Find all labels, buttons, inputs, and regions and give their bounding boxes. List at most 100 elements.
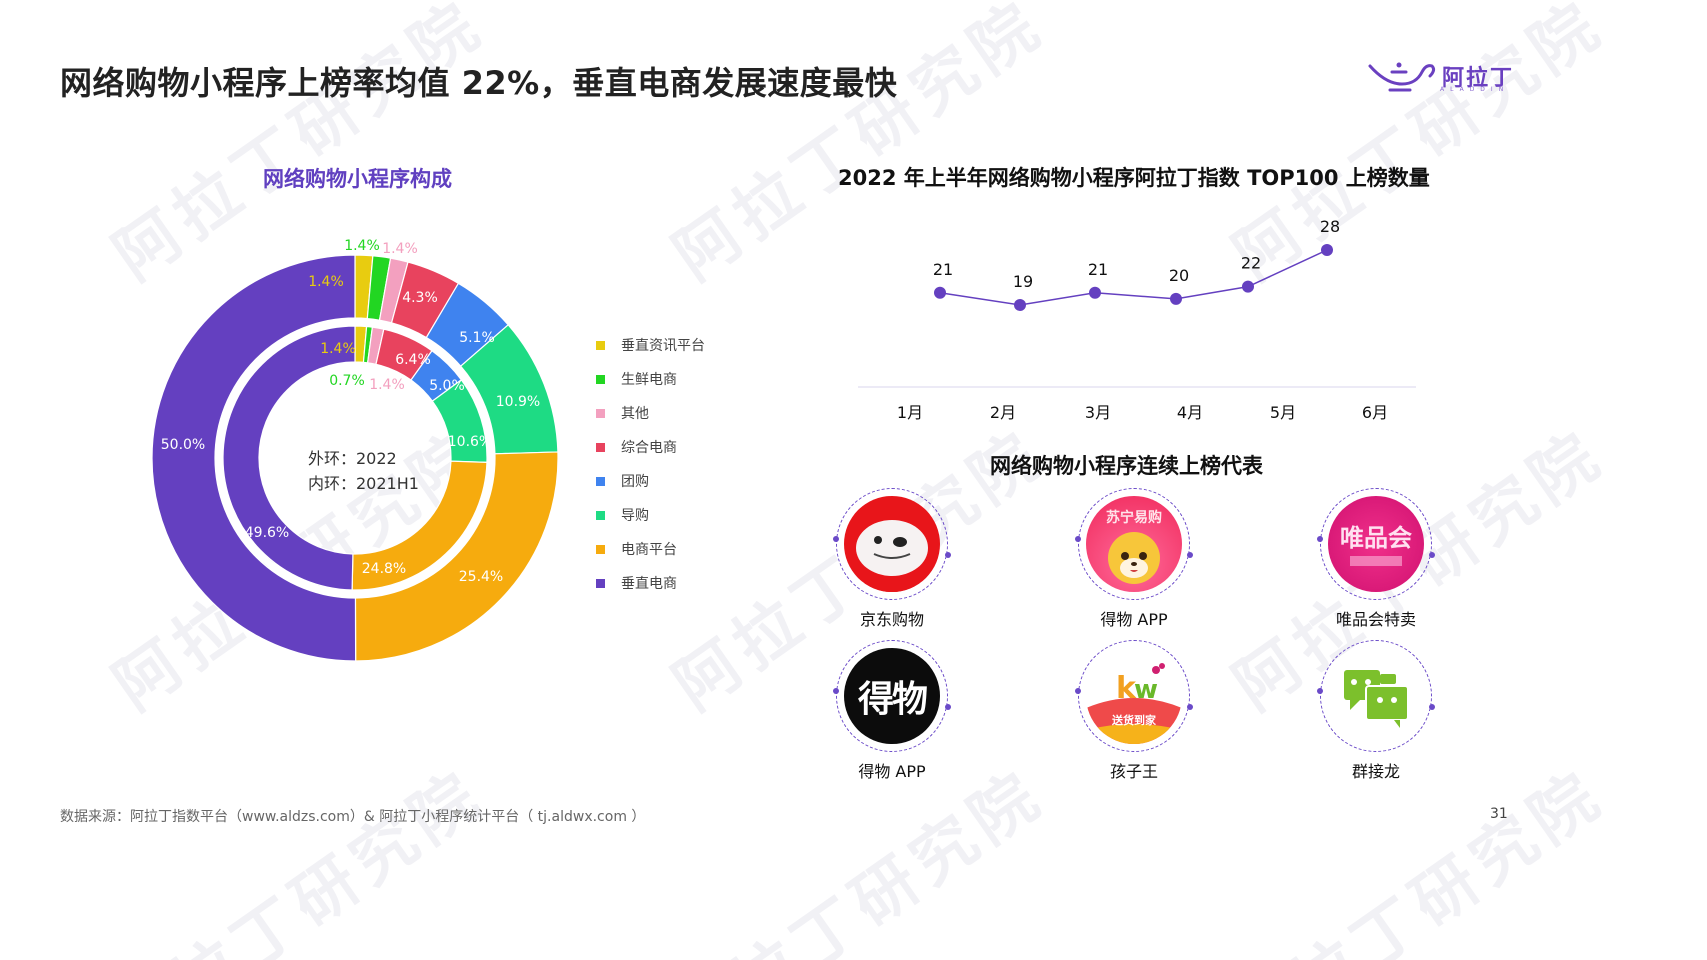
x-tick-label: 2月 <box>990 403 1016 422</box>
outer-ring-label: 外环：2022 <box>308 449 397 468</box>
ring-dot <box>1187 552 1193 558</box>
data-label: 22 <box>1241 254 1261 273</box>
rep-item-jd: 京东购物 <box>827 488 957 630</box>
x-tick-label: 4月 <box>1177 403 1203 422</box>
legend-item: 垂直电商 <box>596 566 705 600</box>
inner-ring-label: 内环：2021H1 <box>308 474 419 493</box>
dashed-ring <box>836 640 948 752</box>
legend-item: 垂直资讯平台 <box>596 328 705 362</box>
rep-label: 孩子王 <box>1109 762 1158 781</box>
legend-item: 团购 <box>596 464 705 498</box>
data-label: 21 <box>933 260 953 279</box>
ring-dot <box>1317 536 1323 542</box>
svg-text:苏宁易购: 苏宁易购 <box>1106 509 1162 526</box>
legend-swatch <box>596 374 605 384</box>
svg-text:k: k <box>1116 671 1137 706</box>
haiziwang-icon: k w 送货到家 <box>1086 648 1182 744</box>
legend-item: 综合电商 <box>596 430 705 464</box>
rep-item-haiziwang: k w 送货到家 孩子王 <box>1069 640 1199 782</box>
logo-text: 阿拉丁 <box>1442 66 1515 91</box>
jd-dog-icon <box>844 496 940 592</box>
page-number: 31 <box>1490 806 1508 822</box>
ring-dot <box>1187 704 1193 710</box>
donut-chart: 1.4%1.4% 1.4%4.3%5.1%10.9%25.4%50.0%1.4%0… <box>151 238 559 662</box>
legend-label: 综合电商 <box>621 440 677 456</box>
donut-slice <box>222 325 356 591</box>
line-chart-title: 2022 年上半年网络购物小程序阿拉丁指数 TOP100 上榜数量 <box>838 166 1430 190</box>
logo-subtext: ALADDIN <box>1440 86 1510 93</box>
legend-item: 生鲜电商 <box>596 362 705 396</box>
slice-label: 6.4% <box>395 352 431 368</box>
data-point <box>1170 292 1182 305</box>
slice-label: 1.4% <box>320 341 356 357</box>
legend-swatch <box>596 476 605 486</box>
data-point <box>1014 299 1026 311</box>
legend-label: 垂直电商 <box>621 576 677 592</box>
legend-label: 导购 <box>621 508 649 524</box>
page-title: 网络购物小程序上榜率均值 22%，垂直电商发展速度最快 <box>60 64 898 102</box>
svg-text:唯品会: 唯品会 <box>1340 524 1412 552</box>
slice-label: 4.3% <box>402 290 438 306</box>
x-tick-label: 1月 <box>897 403 923 422</box>
legend-swatch <box>596 408 605 418</box>
x-tick-label: 3月 <box>1085 403 1111 422</box>
data-label: 28 <box>1320 217 1340 236</box>
dashed-ring <box>1078 640 1190 752</box>
dashed-ring <box>1320 488 1432 600</box>
ring-dot <box>833 688 839 694</box>
rep-label: 得物 APP <box>1100 610 1168 629</box>
legend-label: 电商平台 <box>621 542 677 558</box>
ring-dot <box>945 704 951 710</box>
data-label: 21 <box>1088 260 1108 279</box>
rep-label: 唯品会特卖 <box>1335 610 1416 629</box>
legend-label: 团购 <box>621 474 649 490</box>
slice-label: 24.8% <box>362 561 406 577</box>
donut-slice <box>354 451 559 662</box>
data-point <box>1321 244 1333 256</box>
rep-item-suning: 苏宁易购 得物 APP <box>1069 488 1199 630</box>
slice-label: 1.4% <box>369 377 405 393</box>
ring-dot <box>1429 704 1435 710</box>
rep-item-dewu: 得物 得物 APP <box>827 640 957 782</box>
x-tick-label: 6月 <box>1362 403 1388 422</box>
ring-dot <box>945 552 951 558</box>
slice-label: 1.4% <box>344 238 380 254</box>
ring-dot <box>1075 688 1081 694</box>
slice-label: 10.6% <box>448 434 492 450</box>
legend-swatch <box>596 340 605 350</box>
slice-label: 49.6% <box>245 525 289 541</box>
chat-bubbles-icon <box>1328 648 1424 744</box>
chart-legend: 垂直资讯平台 生鲜电商 其他 综合电商 团购 导购 电商平台 垂直电商 <box>596 328 705 600</box>
suning-lion-icon: 苏宁易购 <box>1086 496 1182 592</box>
legend-item: 导购 <box>596 498 705 532</box>
data-source-footnote: 数据来源：阿拉丁指数平台（www.aldzs.com）& 阿拉丁小程序统计平台（… <box>60 809 646 825</box>
data-label: 20 <box>1169 266 1189 285</box>
legend-swatch <box>596 510 605 520</box>
slice-label: 25.4% <box>459 569 503 585</box>
ring-dot <box>1075 536 1081 542</box>
ring-dot <box>833 536 839 542</box>
rep-item-qunjielong: 群接龙 <box>1311 640 1441 782</box>
reps-title: 网络购物小程序连续上榜代表 <box>990 454 1263 478</box>
slice-label: 0.7% <box>329 373 365 389</box>
dewu-icon: 得物 <box>844 648 940 744</box>
dashed-ring <box>1320 640 1432 752</box>
donut-chart-title: 网络购物小程序构成 <box>263 167 452 191</box>
dashed-ring <box>836 488 948 600</box>
slice-label: 5.1% <box>459 330 495 346</box>
legend-swatch <box>596 578 605 588</box>
slice-label: 10.9% <box>496 394 540 410</box>
svg-text:送货到家: 送货到家 <box>1111 713 1157 727</box>
donut-center-label: 外环：2022 内环：2021H1 <box>308 446 419 496</box>
x-tick-label: 5月 <box>1270 403 1296 422</box>
watermark: 阿拉丁研究院 <box>101 756 498 960</box>
logo: 阿拉丁 <box>1366 58 1514 94</box>
data-point <box>934 286 946 299</box>
dashed-ring <box>1078 488 1190 600</box>
slice-label: 1.4% <box>382 241 418 257</box>
data-point <box>1242 280 1254 293</box>
legend-label: 生鲜电商 <box>621 372 677 388</box>
legend-label: 垂直资讯平台 <box>621 338 705 354</box>
legend-item: 电商平台 <box>596 532 705 566</box>
slice-label: 50.0% <box>161 437 205 453</box>
